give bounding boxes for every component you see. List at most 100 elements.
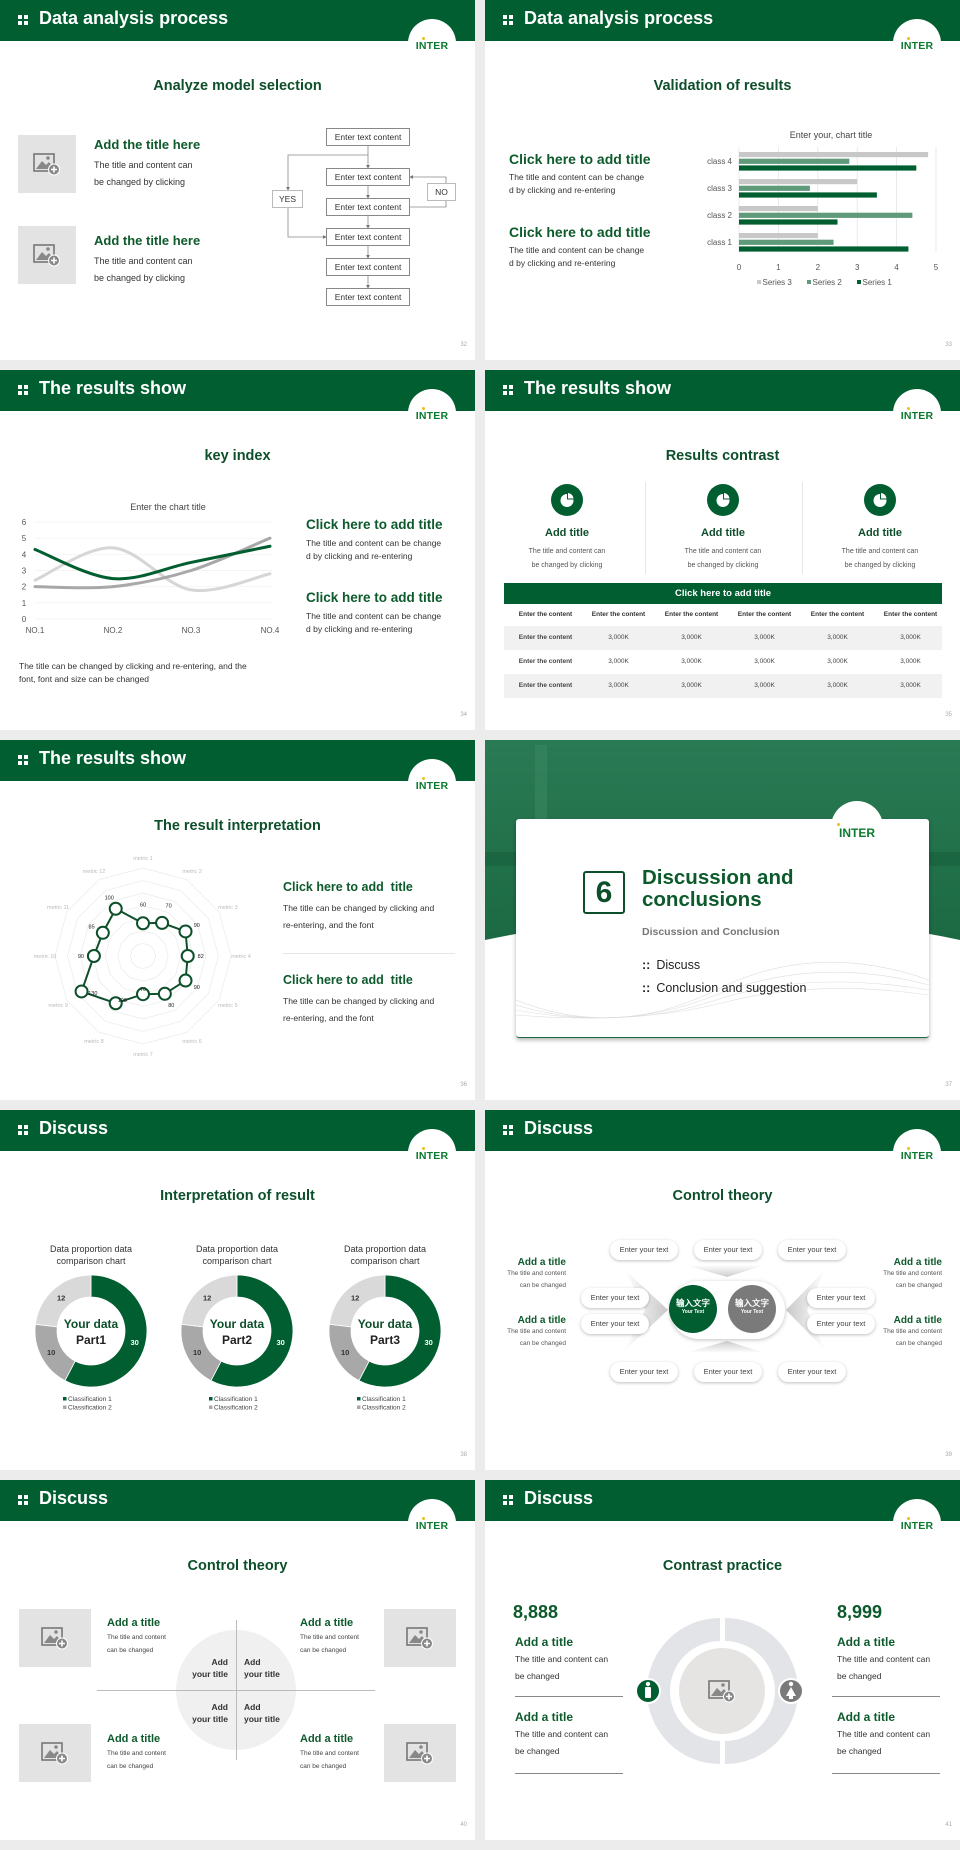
axis-label: metric 4	[231, 954, 251, 960]
section-bullet[interactable]: :: Conclusion and suggestion	[642, 981, 807, 995]
table-header-cell: Enter the content	[737, 611, 792, 618]
y-tick-label: 4	[22, 550, 27, 559]
flow-box[interactable]: Enter text content	[326, 228, 410, 246]
center-circle-right[interactable]: 输入文字 Your Text	[734, 1298, 769, 1315]
data-label: 100	[118, 998, 127, 1004]
slide-36[interactable]: The results show INTER The result interp…	[0, 740, 475, 1100]
text-pill[interactable]: Enter your text	[694, 1240, 762, 1260]
image-placeholder[interactable]	[384, 1609, 456, 1667]
text-pill[interactable]: Enter your text	[581, 1314, 649, 1334]
slide-33[interactable]: Data analysis process INTER Validation o…	[485, 0, 960, 360]
dots-icon	[18, 385, 28, 395]
side-item: Add a title The title and content can be c…	[883, 1257, 942, 1289]
text-pill[interactable]: Enter your text	[807, 1314, 875, 1334]
section-number-box: 6	[583, 871, 625, 914]
table-header-cell: Enter the content	[810, 611, 865, 618]
section-bullet[interactable]: :: Discuss	[642, 958, 701, 972]
slide-subtitle: key index	[204, 448, 271, 464]
text-pill[interactable]: Enter your text	[694, 1362, 762, 1382]
brand-logo: INTER	[893, 19, 941, 67]
axis-label: metric 10	[34, 954, 57, 960]
center-circle-left[interactable]: 输入文字 Your Text	[675, 1298, 710, 1315]
slide-header: Data analysis process	[0, 0, 475, 41]
section-card	[516, 819, 929, 1038]
right-number: 8,999	[837, 1602, 883, 1622]
left-number: 8,888	[513, 1602, 559, 1622]
slide-38[interactable]: Discuss INTER Interpretation of result D…	[0, 1110, 475, 1470]
slide-35[interactable]: The results show INTER Results contrast …	[485, 370, 960, 730]
image-placeholder[interactable]	[19, 1609, 91, 1667]
divider	[832, 1773, 940, 1774]
image-placeholder-icon[interactable]	[708, 1679, 736, 1703]
dots-icon	[503, 1125, 513, 1135]
data-label: 12	[57, 1293, 65, 1302]
flow-box[interactable]: Enter text content	[326, 198, 410, 216]
page-number: 33	[945, 342, 952, 348]
data-label: 10	[193, 1348, 201, 1357]
axis-label: metric 3	[218, 905, 238, 911]
table-cell: 3,000K	[608, 658, 629, 665]
wave-decoration	[516, 961, 929, 1019]
quadrant-label[interactable]: Add your title	[244, 1657, 280, 1679]
text-pill[interactable]: Enter your text	[807, 1288, 875, 1308]
flow-box[interactable]: Enter text content	[326, 258, 410, 276]
section-title: Discussion and conclusions	[642, 866, 794, 911]
table-row-bg	[504, 626, 942, 650]
image-placeholder[interactable]	[384, 1724, 456, 1782]
divider	[515, 1696, 623, 1697]
dots-icon	[18, 1495, 28, 1505]
flow-box[interactable]: Enter text content	[326, 128, 410, 146]
image-placeholder[interactable]	[19, 1724, 91, 1782]
data-label: 90	[78, 954, 84, 960]
y-tick-label: 5	[22, 534, 27, 543]
radar-point	[136, 916, 150, 931]
quadrant-label[interactable]: Add your title	[244, 1702, 280, 1724]
flow-box[interactable]: Enter text content	[326, 168, 410, 186]
bar-chart: Enter your, chart title 0 1 2 3 4 5 class 1 clas…	[707, 130, 939, 287]
image-placeholder[interactable]	[18, 226, 76, 284]
column-text: The title and content can be changed by …	[841, 548, 919, 569]
slide-41[interactable]: Discuss INTER Contrast practice 8,888 8,…	[485, 1480, 960, 1840]
radar-point	[108, 996, 123, 1011]
section-subtitle: Discussion and Conclusion	[642, 926, 780, 938]
slide-40[interactable]: Discuss INTER Control theory Add a title…	[0, 1480, 475, 1840]
quadrant-label[interactable]: Add your title	[192, 1702, 228, 1724]
quadrant-label[interactable]: Add your title	[192, 1657, 228, 1679]
page-number: 40	[460, 1822, 467, 1828]
radar-point	[180, 949, 195, 963]
slide-header: The results show	[0, 740, 475, 781]
item-text: The title and content can be changed by c…	[94, 160, 193, 187]
slide-32[interactable]: Data analysis process INTER Analyze mode…	[0, 0, 475, 360]
table-cell: 3,000K	[681, 658, 702, 665]
slide-37[interactable]: INTER 6 Discussion and conclusions Discus…	[485, 740, 960, 1100]
flow-box[interactable]: Enter text content	[326, 288, 410, 306]
text-pill[interactable]: Enter your text	[581, 1288, 649, 1308]
dots-icon	[503, 15, 513, 25]
text-pill[interactable]: Enter your text	[610, 1362, 678, 1382]
donut-slice	[210, 1274, 294, 1388]
item-text: The title and content can be changed by c…	[94, 256, 193, 283]
data-label: 60	[140, 902, 146, 908]
chart-title: comparison chart	[350, 1256, 420, 1266]
image-placeholder-icon	[406, 1626, 434, 1650]
left-item: Add a title The title and content can be c…	[515, 1635, 609, 1681]
chart-title: Data proportion data	[196, 1244, 278, 1254]
text-pill[interactable]: Enter your text	[610, 1240, 678, 1260]
slide-39[interactable]: Discuss INTER Control theory 输入文字 Your Te…	[485, 1110, 960, 1470]
x-tick-label: 4	[894, 263, 899, 272]
axis-label: metric 1	[133, 856, 153, 862]
data-label: 90	[194, 985, 200, 991]
y-tick-label: 2	[22, 583, 27, 592]
divider	[832, 1696, 940, 1697]
data-label: 100	[105, 895, 114, 901]
slide-header: Discuss	[0, 1480, 475, 1521]
text-pill[interactable]: Enter your text	[778, 1362, 846, 1382]
slide-34[interactable]: The results show INTER key index Enter t…	[0, 370, 475, 730]
flow-yes-box[interactable]: YES	[272, 190, 303, 208]
donut-slice	[358, 1274, 442, 1388]
legend-swatch	[357, 1397, 361, 1401]
text-pill[interactable]: Enter your text	[778, 1240, 846, 1260]
image-placeholder[interactable]	[18, 135, 76, 193]
flow-no-box[interactable]: NO	[427, 183, 456, 201]
bar	[739, 206, 818, 212]
